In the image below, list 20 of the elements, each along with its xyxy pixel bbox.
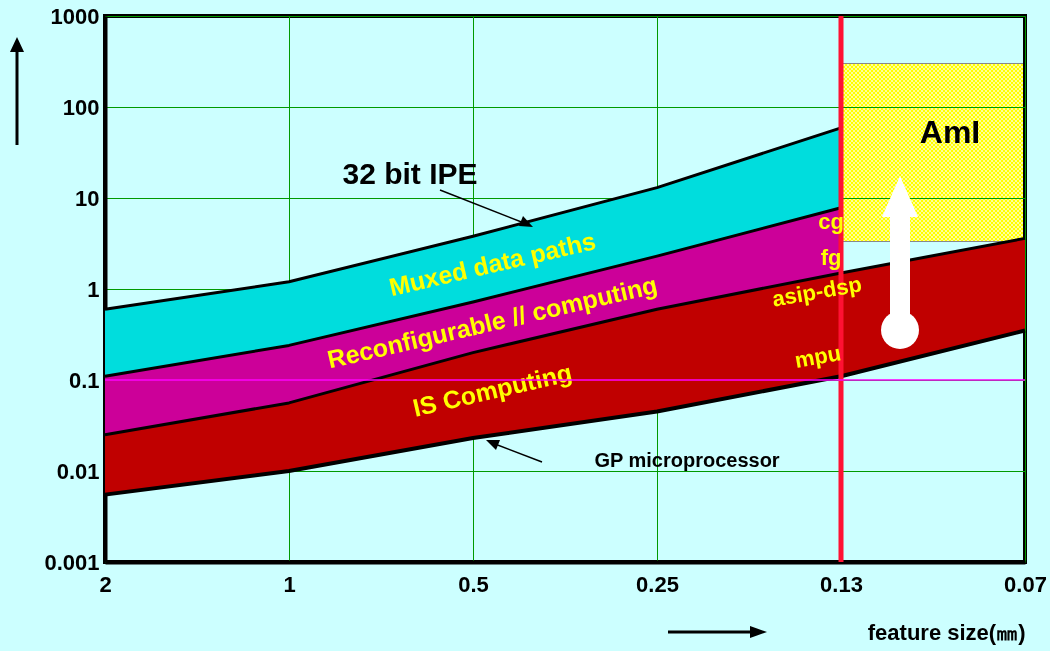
series-label: IS Computing	[409, 357, 575, 422]
y-tick-label: 1000	[50, 3, 100, 29]
x-tick-label: 2	[99, 571, 112, 597]
x-axis-title: feature size(㎜)	[867, 619, 1026, 645]
annotation: asip-dsp	[770, 271, 864, 312]
annotation: fg	[820, 245, 842, 270]
x-tick-label: 0.07	[1004, 571, 1047, 597]
y-tick-label: 0.01	[56, 458, 100, 484]
y-tick-label: 100	[62, 94, 100, 120]
y-tick-label: 10	[75, 185, 100, 211]
x-tick-label: 1	[283, 571, 296, 597]
x-tick-label: 0.5	[458, 571, 489, 597]
y-tick-label: 0.1	[68, 367, 100, 393]
annotation: mpu	[792, 340, 843, 373]
annotation: AmI	[919, 114, 981, 150]
x-tick-label: 0.25	[636, 571, 679, 597]
x-tick-label: 0.13	[820, 571, 863, 597]
y-tick-label: 0.001	[44, 549, 100, 575]
annotation: cg	[818, 209, 844, 234]
y-tick-label: 1	[87, 276, 100, 302]
